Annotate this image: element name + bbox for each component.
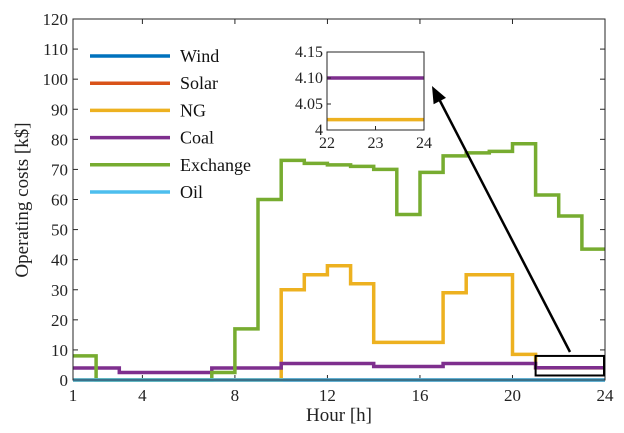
series-line-coal bbox=[73, 361, 605, 375]
zoom-layer bbox=[432, 86, 606, 377]
y-tick-label: 90 bbox=[51, 100, 68, 119]
x-axis-label: Hour [h] bbox=[306, 405, 372, 426]
inset-axes: 4 4.05 4.10 4.15 22 23 24 bbox=[295, 44, 432, 152]
legend-label-oil: Oil bbox=[180, 182, 203, 202]
legend-label-exchange: Exchange bbox=[180, 155, 251, 175]
y-tick-label: 10 bbox=[51, 341, 68, 360]
y-tick-label: 30 bbox=[51, 281, 68, 300]
y-tick-label: 70 bbox=[51, 160, 68, 179]
y-tick-label: 40 bbox=[51, 251, 68, 270]
x-tick-label: 12 bbox=[319, 386, 336, 405]
inset-y-tick-label: 4.05 bbox=[295, 96, 323, 113]
y-tick-label: 120 bbox=[43, 10, 69, 29]
legend-label-ng: NG bbox=[180, 100, 206, 120]
y-tick-label: 0 bbox=[60, 371, 69, 390]
legend-label-wind: Wind bbox=[180, 46, 219, 66]
y-tick-label: 80 bbox=[51, 130, 68, 149]
inset-y-tick-label: 4.15 bbox=[295, 44, 323, 61]
y-tick-label: 60 bbox=[51, 191, 68, 210]
y-axis-label: Operating costs [k$] bbox=[12, 122, 33, 277]
x-tick-label: 20 bbox=[504, 386, 521, 405]
inset-y-tick-label: 4 bbox=[315, 122, 323, 139]
zoom-box bbox=[534, 354, 606, 377]
y-tick-label: 110 bbox=[43, 40, 68, 59]
x-tick-label: 16 bbox=[411, 386, 428, 405]
series-layer bbox=[72, 18, 606, 382]
zoom-arrow-shaft bbox=[436, 96, 572, 353]
inset-x-tick-label: 23 bbox=[368, 135, 384, 152]
zoom-arrow-head bbox=[432, 86, 446, 105]
y-tick-label: 20 bbox=[51, 311, 68, 330]
y-tick-label: 50 bbox=[51, 221, 68, 240]
legend-label-solar: Solar bbox=[180, 73, 218, 93]
plot-frame-overlay bbox=[72, 18, 606, 381]
legend: Wind Solar NG Coal Exchange Oil bbox=[90, 46, 251, 202]
x-tick-label: 4 bbox=[138, 386, 147, 405]
legend-label-coal: Coal bbox=[180, 128, 214, 148]
x-tick-label: 24 bbox=[597, 386, 615, 405]
y-tick-label: 100 bbox=[43, 70, 69, 89]
x-tick-label: 8 bbox=[231, 386, 240, 405]
inset-x-tick-label: 22 bbox=[319, 135, 335, 152]
inset-y-tick-label: 4.10 bbox=[295, 70, 323, 87]
x-tick-label: 1 bbox=[69, 386, 78, 405]
inset-x-tick-label: 24 bbox=[416, 135, 432, 152]
